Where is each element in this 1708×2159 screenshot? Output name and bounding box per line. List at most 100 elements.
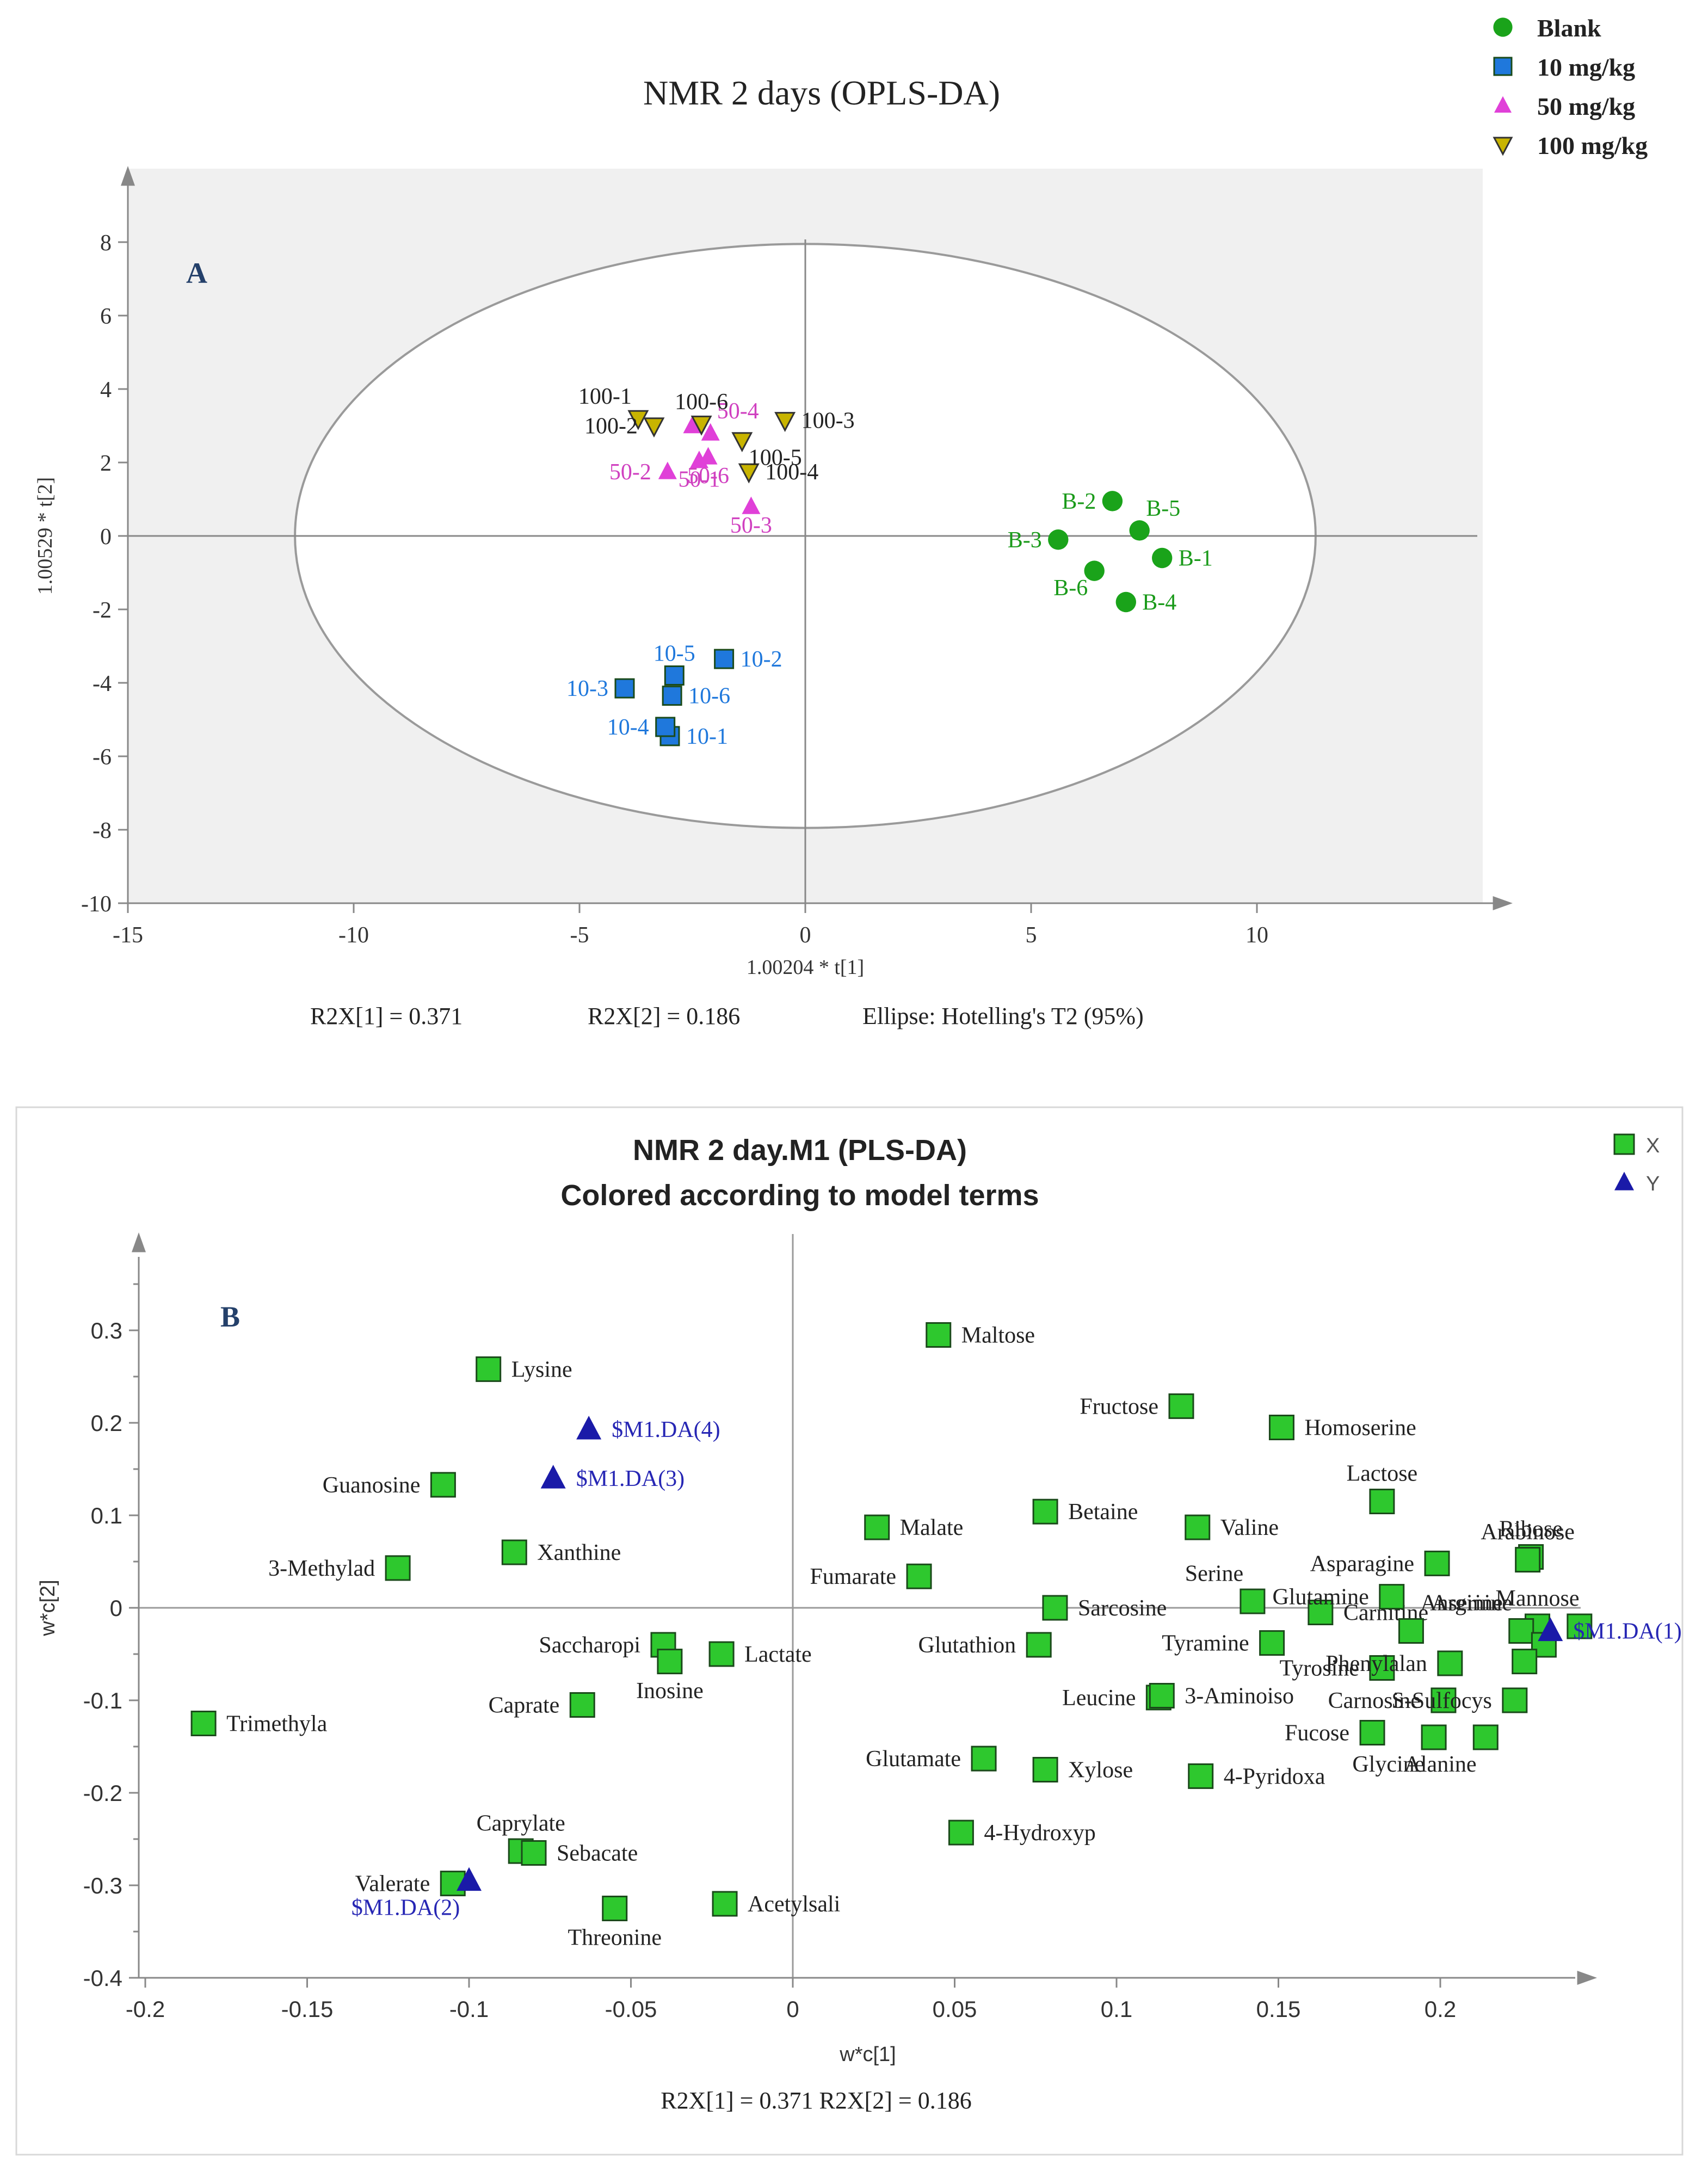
point-label-arginine: Arginine (1431, 1591, 1512, 1616)
point-label-alanine: Alanine (1404, 1752, 1477, 1777)
point-label-10-2: 10-2 (741, 647, 782, 672)
panel-a-data-points: B-1 B-2 B-3 B-4 B-5 B-6 10-1 10-2 10-3 10-4 10-5 10… (566, 384, 1213, 749)
point-label-fructose: Fructose (1080, 1394, 1158, 1419)
point-4-pyridoxa (1188, 1763, 1214, 1789)
point-label-tyramine: Tyramine (1162, 1631, 1249, 1656)
point-label-guanosine: Guanosine (323, 1473, 421, 1498)
point-sebacate (521, 1840, 547, 1866)
panel-a-y-tick-label: -4 (93, 671, 112, 696)
panel-b-y-tick-label: -0.4 (83, 1965, 122, 1991)
panel-a-opls-da-score-plot: NMR 2 days (OPLS-DA) -15 -10 -5 0 5 10-10-8-6… (34, 14, 1648, 1029)
point-100-5 (731, 432, 753, 453)
point-label-b-3: B-3 (1008, 528, 1042, 553)
point-label-b-6: B-6 (1053, 576, 1088, 601)
point-malate (864, 1514, 890, 1540)
panel-b-x-tick-label: 0.05 (933, 1996, 977, 2022)
panel-b-x-tick-label: -0.05 (605, 1996, 657, 2022)
panel-a-y-tick-label: 4 (100, 378, 112, 403)
panel-a-y-tick-label: -8 (93, 818, 112, 843)
point-label-10-5: 10-5 (653, 641, 695, 667)
point-3-methylad (385, 1555, 411, 1581)
panel-b-title: NMR 2 day.M1 (PLS-DA) (633, 1134, 967, 1167)
point-10-5 (664, 665, 685, 686)
point-threonine (602, 1896, 628, 1921)
point-label-50-4: 50-4 (717, 399, 759, 424)
panel-b-x-axis-arrow (1577, 1971, 1597, 1985)
point-label-50-2: 50-2 (609, 460, 651, 485)
point-100-6 (690, 415, 712, 436)
point-fructose (1168, 1393, 1194, 1419)
point-lysine (476, 1356, 502, 1382)
panel-b-zero-lines (139, 1234, 1581, 1978)
point-label-100-1: 100-1 (578, 384, 632, 409)
point-50-3 (742, 496, 761, 514)
panel-b-y-tick-label: 0 (110, 1595, 122, 1621)
point-label-caprate: Caprate (489, 1693, 560, 1718)
point-anserine (1398, 1618, 1424, 1644)
point-label-xanthine: Xanthine (537, 1540, 621, 1565)
point-carnosine (1430, 1687, 1457, 1713)
panel-a-x-tick-label: 5 (1026, 923, 1037, 948)
point-label-phenylalan: Phenylalan (1325, 1651, 1427, 1676)
panel-b-y-tick-label: 0.2 (91, 1410, 122, 1436)
point-alanine (1472, 1724, 1499, 1750)
point-label-lysine: Lysine (511, 1357, 572, 1382)
point-label-10-4: 10-4 (607, 715, 649, 740)
point-label-fucose: Fucose (1285, 1721, 1349, 1746)
point-label-3-aminoiso: 3-Aminoiso (1185, 1684, 1294, 1709)
legend-marker-10-mg-kg (1493, 57, 1513, 76)
point-label-100-6: 100-6 (675, 390, 728, 415)
panel-a-x-tick-label: -10 (338, 923, 369, 948)
point-label-100-4: 100-4 (765, 460, 818, 485)
point-label-valine: Valine (1220, 1515, 1279, 1540)
panel-b-x-tick-label: 0.15 (1256, 1996, 1301, 2022)
panel-b-x-tick-label: -0.15 (281, 1996, 334, 2022)
panel-b-pls-da-loading-plot: NMR 2 day.M1 (PLS-DA) Colored according … (15, 1106, 1684, 2156)
point-serine (1240, 1588, 1266, 1614)
point-label-b-2: B-2 (1062, 489, 1096, 514)
panel-a-x-axis-arrow (1493, 896, 1513, 910)
point-arabinose (1515, 1547, 1541, 1573)
panel-a-footer-r2x1: R2X[1] = 0.371 (310, 1003, 463, 1029)
point-b-1 (1152, 547, 1173, 569)
point-label-50-6: 50-6 (687, 464, 729, 489)
point-caprate (569, 1692, 595, 1718)
point-label-mannose: Mannose (1496, 1586, 1580, 1611)
panel-a-title: NMR 2 days (OPLS-DA) (643, 73, 1000, 112)
point-m1-da-1 (1538, 1617, 1563, 1642)
point-maltose (926, 1322, 952, 1348)
point-lactate (708, 1641, 735, 1667)
point-label-saccharopi: Saccharopi (539, 1633, 640, 1658)
point-label-b-4: B-4 (1142, 590, 1176, 615)
point-10-3 (614, 678, 635, 699)
point-label-valerate: Valerate (355, 1872, 430, 1897)
point-guanosine (430, 1472, 456, 1498)
point-unlabeled-48 (1567, 1613, 1593, 1639)
point-label-m1-da-4: $M1.DA(4) (612, 1417, 720, 1442)
point-label-acetylsali: Acetylsali (748, 1892, 840, 1917)
point-xanthine (501, 1539, 527, 1565)
panel-b-x-tick-label: 0.1 (1101, 1996, 1132, 2022)
point-phenylalan (1437, 1650, 1463, 1676)
point-100-1 (627, 410, 649, 430)
point-lactose (1369, 1489, 1395, 1514)
panel-b-y-axis-arrow (132, 1232, 146, 1253)
point-carnitine (1308, 1600, 1334, 1625)
point-4-hydroxyp (948, 1819, 974, 1846)
legend-marker-100-mg-kg (1493, 137, 1513, 156)
point-label-serine: Serine (1185, 1561, 1243, 1586)
point-label-100-5: 100-5 (749, 446, 802, 471)
point-m1-da-4 (576, 1416, 602, 1440)
point-acetylsali (712, 1891, 738, 1917)
point-glutamine (1379, 1584, 1405, 1610)
panel-b-x-tick-label: -0.1 (449, 1996, 489, 2022)
point-label-inosine: Inosine (636, 1679, 704, 1704)
point-label-glutamate: Glutamate (866, 1747, 961, 1772)
point-label-xylose: Xylose (1068, 1758, 1133, 1783)
legend-marker-blank (1493, 17, 1513, 37)
point-label-100-2: 100-2 (584, 414, 638, 439)
panel-b-x-axis-label: w*c[1] (839, 2043, 896, 2066)
point-label-fumarate: Fumarate (810, 1564, 896, 1589)
panel-b-y-tick-label: 0.1 (91, 1503, 122, 1528)
